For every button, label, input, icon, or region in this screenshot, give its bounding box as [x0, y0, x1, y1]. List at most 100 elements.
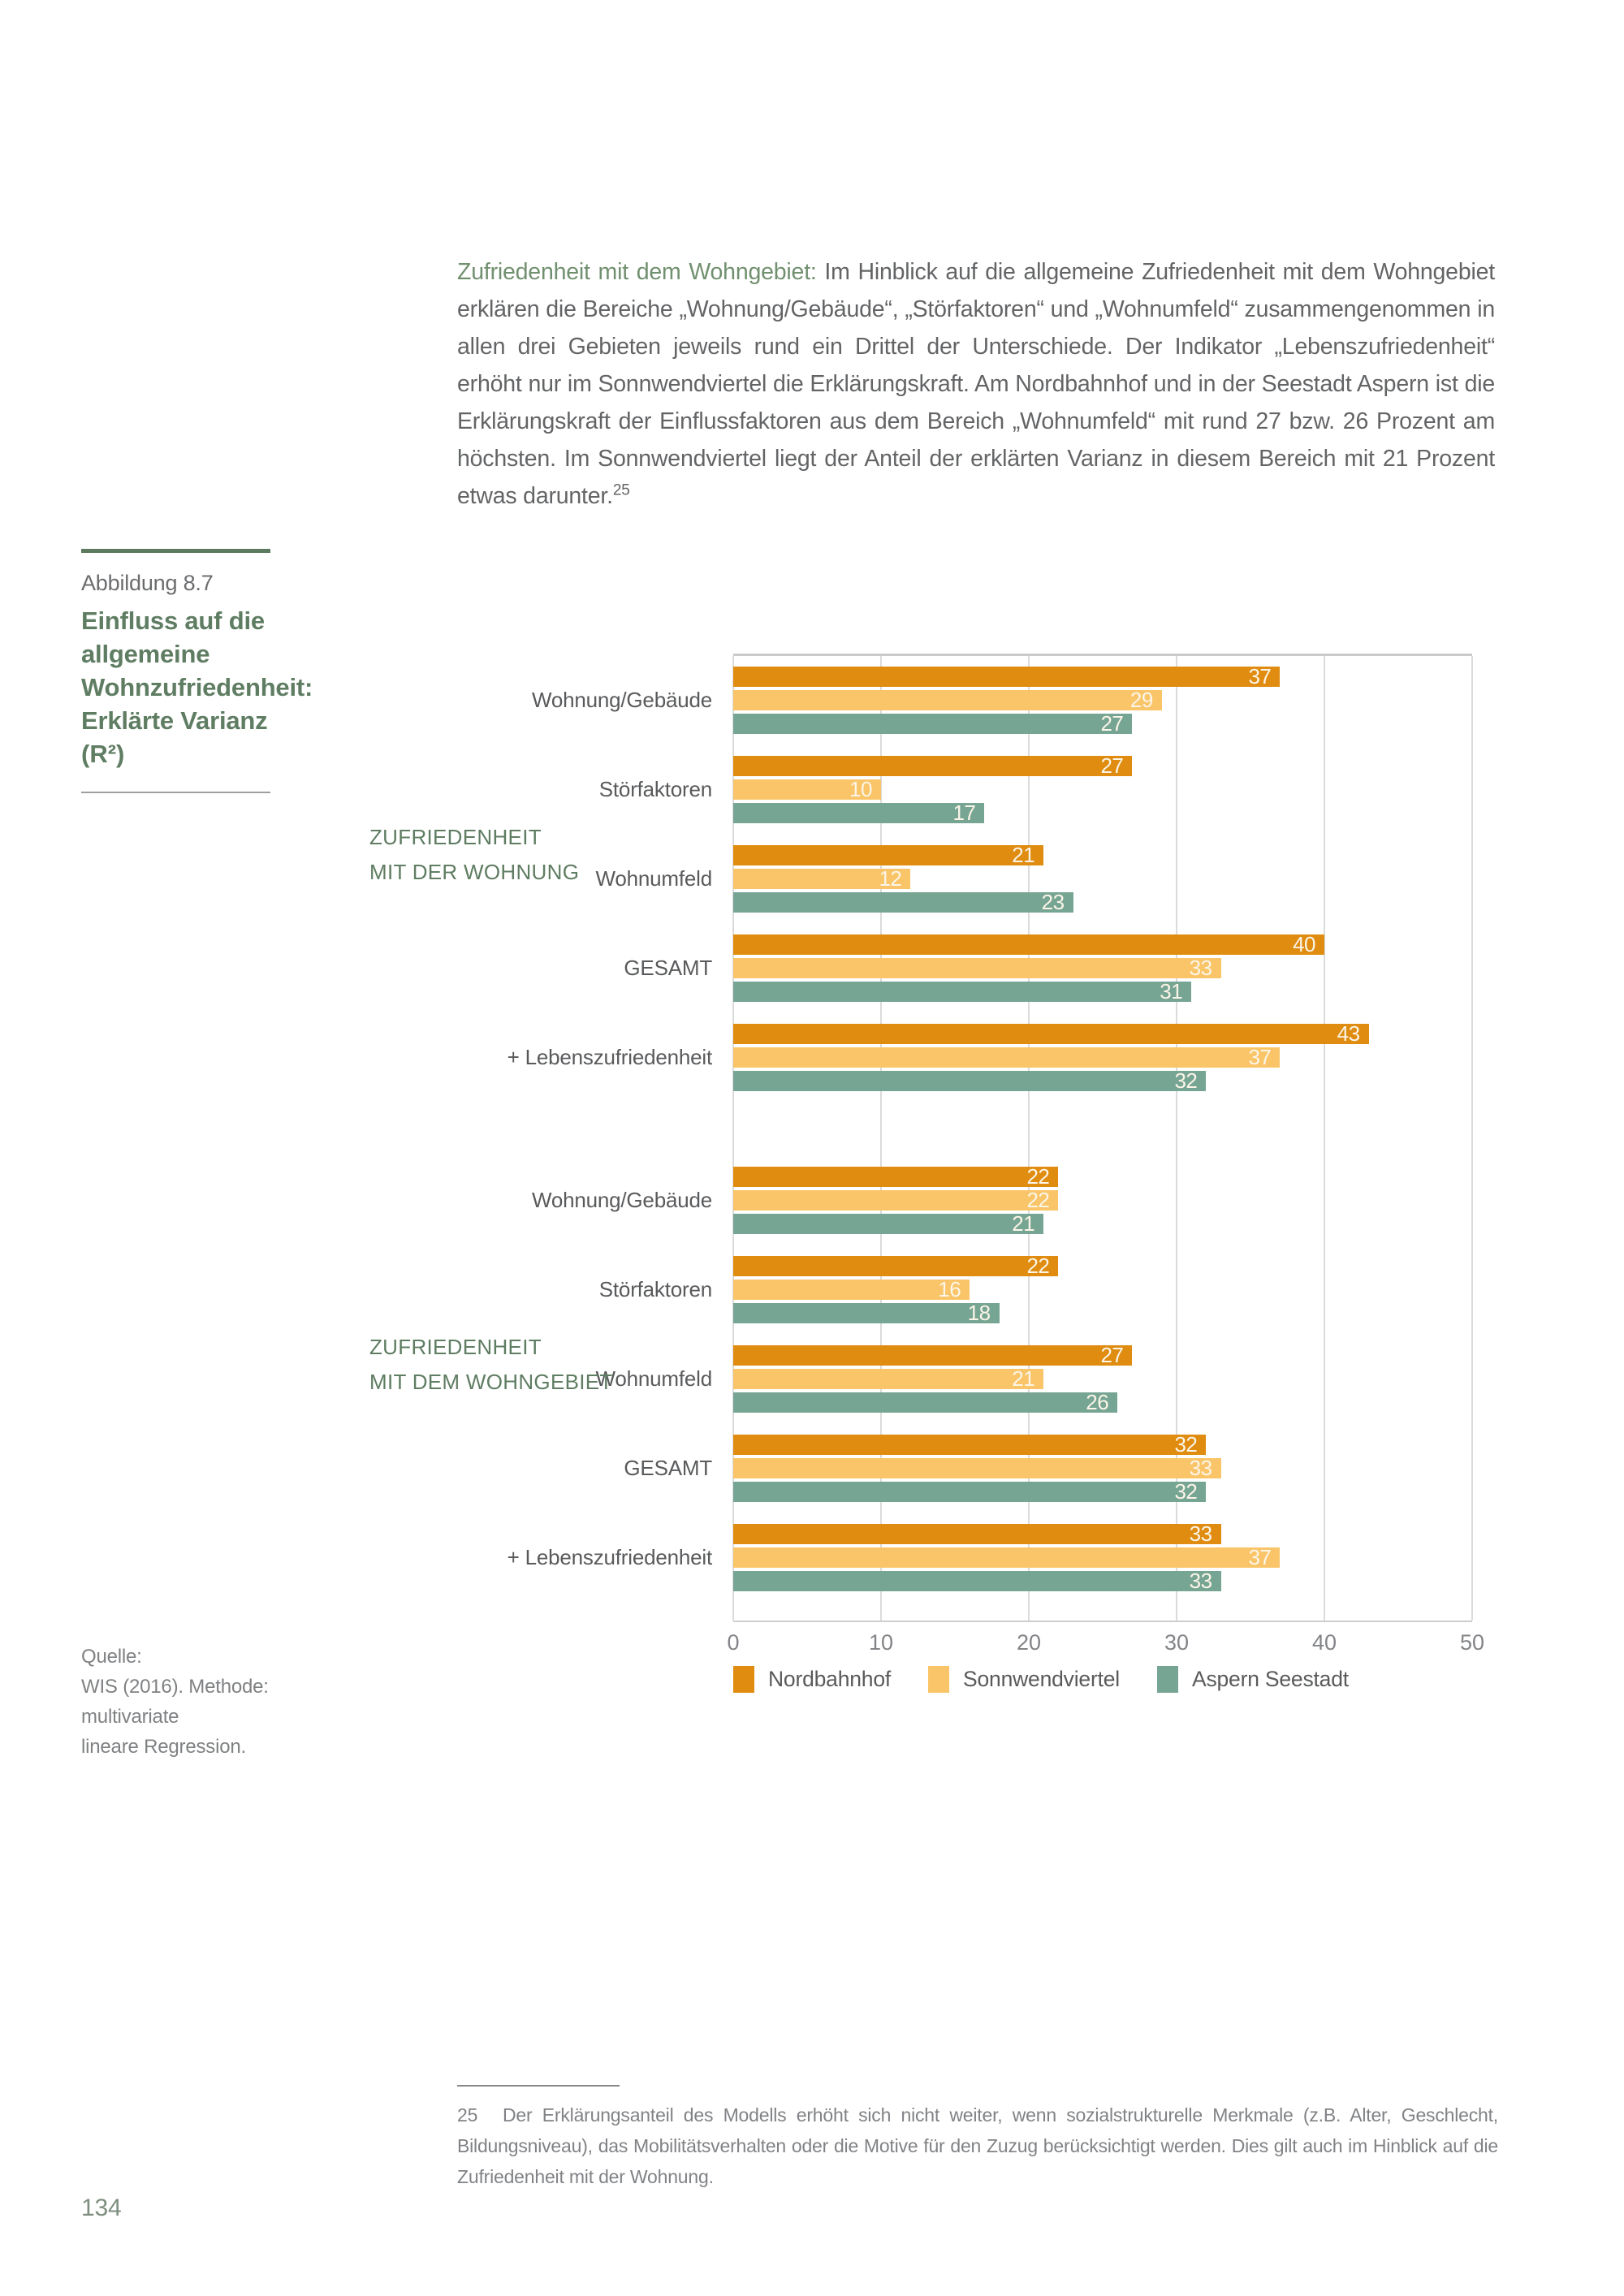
legend-item-aspern-seestadt: Aspern Seestadt [1156, 1666, 1349, 1693]
bar-sonnwendviertel: 16 [733, 1276, 970, 1301]
category-bars: 33 37 33 [733, 1521, 1472, 1592]
x-axis-tick-30: 30 [1164, 1630, 1190, 1655]
category-label: Störfaktoren [598, 777, 712, 801]
legend-swatch-nordbahnhof [733, 1666, 754, 1693]
bar-value-label: 37 [1248, 663, 1272, 688]
bar-nordbahnhof: 40 [733, 931, 1324, 956]
bar-nordbahnhof: 27 [733, 1342, 1133, 1367]
x-axis-tick-10: 10 [868, 1630, 894, 1655]
category-row: + Lebenszufriedenheit 43 37 32 [357, 1021, 1472, 1093]
bar-sonnwendviertel: 33 [733, 955, 1221, 980]
bar-aspern-seestadt: 26 [733, 1389, 1118, 1414]
bar-value-label: 29 [1129, 687, 1153, 712]
footnote-rule [457, 2085, 620, 2087]
category-label: GESAMT [624, 956, 712, 980]
gridline-20 [1028, 656, 1030, 1621]
category-label: Wohnumfeld [595, 1366, 713, 1391]
category-row: Wohnumfeld 27 21 26 [357, 1342, 1472, 1414]
bar-value-label: 32 [1174, 1431, 1198, 1457]
x-axis: 0 10 20 30 40 50 [727, 1630, 1484, 1658]
bar-aspern-seestadt: 33 [733, 1568, 1221, 1592]
bar-aspern-seestadt: 31 [733, 978, 1192, 1003]
bar-nordbahnhof: 27 [733, 753, 1133, 778]
caption-top-rule [81, 549, 270, 553]
bar-nordbahnhof: 43 [733, 1021, 1369, 1046]
bar-value-label: 32 [1174, 1478, 1198, 1504]
gridline-0 [732, 656, 734, 1621]
bar-value-label: 33 [1189, 1521, 1212, 1546]
bar-value-label: 27 [1100, 1342, 1124, 1367]
bar-chart: Wohnung/Gebäude 37 29 27 Störfaktoren 27 10 17 W… [357, 654, 1484, 1725]
intro-body: Im Hinblick auf die allgemeine Zufrieden… [457, 259, 1495, 509]
footnote-marker: 25 [612, 481, 630, 499]
bar-value-label: 22 [1026, 1163, 1050, 1189]
legend-swatch-aspern-seestadt [1156, 1666, 1178, 1693]
bar-value-label: 17 [952, 800, 976, 825]
legend-item-nordbahnhof: Nordbahnhof [733, 1666, 891, 1693]
gridline-30 [1176, 656, 1177, 1621]
bar-sonnwendviertel: 29 [733, 687, 1162, 712]
footnote: 25 Der Erklärungsanteil des Modells erhöh… [457, 2085, 1498, 2192]
bar-aspern-seestadt: 18 [733, 1300, 1000, 1324]
category-bars: 32 33 32 [733, 1431, 1472, 1503]
bar-value-label: 21 [1012, 842, 1035, 867]
category-row: Wohnung/Gebäude 37 29 27 [357, 663, 1472, 735]
bar-sonnwendviertel: 12 [733, 865, 911, 890]
bar-sonnwendviertel: 22 [733, 1187, 1059, 1212]
bar-nordbahnhof: 22 [733, 1253, 1059, 1277]
bar-value-label: 33 [1189, 955, 1212, 980]
category-label: Störfaktoren [598, 1277, 712, 1301]
intro-highlight: Zufriedenheit mit dem Wohngebiet: [457, 259, 817, 285]
category-label: GESAMT [624, 1456, 712, 1480]
chart-plot-area [732, 654, 1473, 1622]
bar-value-label: 43 [1337, 1021, 1360, 1046]
category-bars: 40 33 31 [733, 931, 1472, 1003]
bar-sonnwendviertel: 33 [733, 1455, 1221, 1480]
bar-value-label: 27 [1100, 753, 1124, 778]
bar-value-label: 22 [1026, 1187, 1050, 1212]
bar-value-label: 31 [1160, 978, 1183, 1003]
bar-aspern-seestadt: 23 [733, 889, 1073, 914]
group-label-wohngebiet: ZUFRIEDENHEIT MIT DEM WOHNGEBIET [369, 1335, 613, 1394]
bar-sonnwendviertel: 10 [733, 776, 881, 801]
bar-aspern-seestadt: 32 [733, 1478, 1207, 1503]
bar-value-label: 23 [1041, 889, 1065, 914]
gridline-40 [1324, 656, 1325, 1621]
page-number: 134 [81, 2195, 122, 2221]
category-label: Wohnung/Gebäude [531, 688, 712, 712]
footnote-text: 25 Der Erklärungsanteil des Modells erhöh… [457, 2104, 1498, 2187]
bar-value-label: 32 [1174, 1068, 1198, 1093]
bar-aspern-seestadt: 32 [733, 1068, 1207, 1093]
bar-value-label: 40 [1293, 931, 1315, 956]
bar-value-label: 26 [1086, 1389, 1109, 1414]
bar-value-label: 33 [1189, 1455, 1212, 1480]
legend-item-sonnwendviertel: Sonnwendviertel [928, 1666, 1120, 1693]
category-bars: 21 12 23 [733, 842, 1472, 914]
category-row: Wohnumfeld 21 12 23 [357, 842, 1472, 914]
bar-aspern-seestadt: 27 [733, 710, 1133, 735]
bar-value-label: 37 [1248, 1044, 1272, 1069]
bar-value-label: 37 [1248, 1544, 1272, 1569]
bar-value-label: 27 [1100, 710, 1124, 736]
figure-r2: (R²) [81, 740, 125, 768]
figure-label: Abbildung 8.7 [81, 571, 214, 595]
category-bars: 27 10 17 [733, 753, 1472, 825]
bar-nordbahnhof: 37 [733, 663, 1281, 688]
bar-aspern-seestadt: 21 [733, 1211, 1044, 1235]
bar-nordbahnhof: 21 [733, 842, 1044, 867]
bar-nordbahnhof: 22 [733, 1163, 1059, 1188]
figure-title: Einfluss auf die allgemeine Wohnzufriede… [81, 606, 313, 735]
source-note: Quelle: WIS (2016). Methode: multivariat… [81, 1646, 269, 1758]
bar-aspern-seestadt: 17 [733, 800, 985, 825]
category-row: GESAMT 40 33 31 [357, 931, 1472, 1003]
category-label: + Lebenszufriedenheit [507, 1045, 713, 1069]
intro-paragraph: Zufriedenheit mit dem Wohngebiet: Im Hin… [457, 253, 1495, 515]
group-label-wohnung: ZUFRIEDENHEIT MIT DER WOHNUNG [369, 825, 580, 884]
bar-nordbahnhof: 33 [733, 1521, 1221, 1546]
gridline-10 [880, 656, 882, 1621]
category-bars: 37 29 27 [733, 663, 1472, 735]
figure-caption-block: Abbildung 8.7 Einfluss auf die allgemein… [81, 549, 313, 793]
bar-sonnwendviertel: 21 [733, 1366, 1044, 1390]
bar-sonnwendviertel: 37 [733, 1044, 1281, 1069]
bar-nordbahnhof: 32 [733, 1431, 1207, 1456]
